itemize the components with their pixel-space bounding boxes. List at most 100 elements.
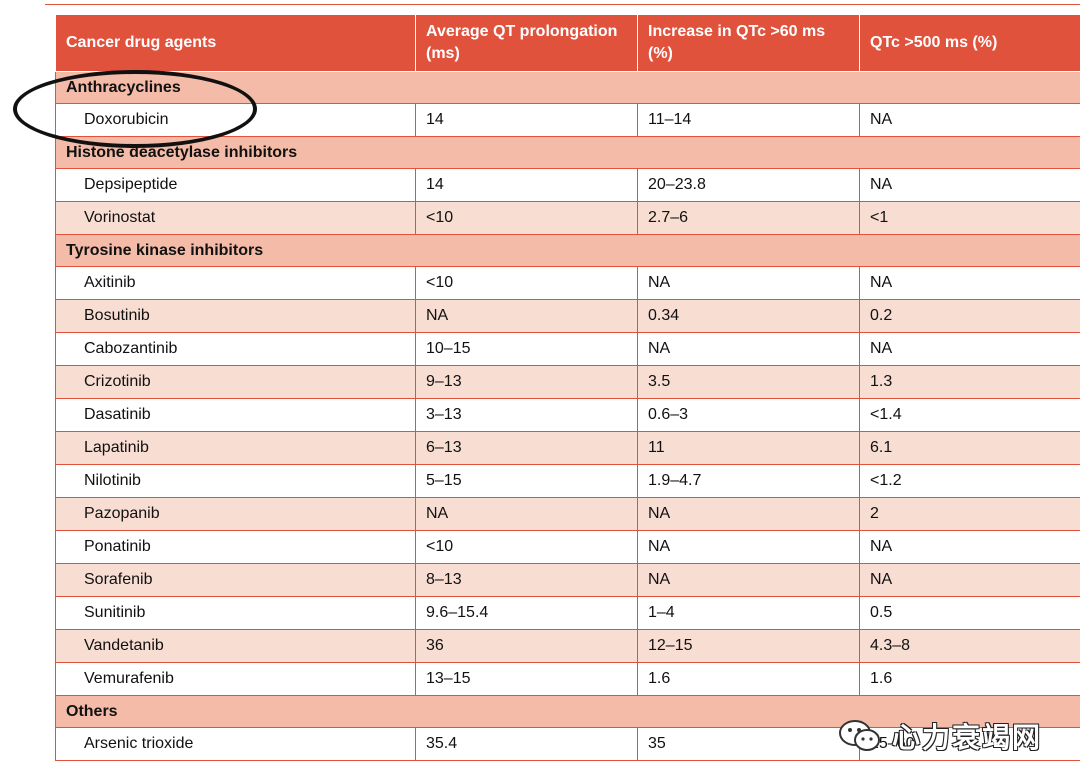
group-row: Others xyxy=(55,695,1080,728)
cell-qtc-500: <1.2 xyxy=(859,464,1080,498)
cell-qtc-500: 1.3 xyxy=(859,365,1080,399)
cell-drug: Sunitinib xyxy=(55,596,416,630)
qt-table-container: Cancer drug agents Average QT prolongati… xyxy=(55,14,1080,761)
cell-drug: Axitinib xyxy=(55,266,416,300)
watermark-text: 心力衰竭网 xyxy=(892,722,1043,753)
cell-drug: Nilotinib xyxy=(55,464,416,498)
cell-qtc-500: <1.4 xyxy=(859,398,1080,432)
cell-drug: Vemurafenib xyxy=(55,662,416,696)
cell-increase-qtc: NA xyxy=(637,497,860,531)
cell-avg-qt: 5–15 xyxy=(415,464,638,498)
group-row: Histone deacetylase inhibitors xyxy=(55,136,1080,169)
cell-qtc-500: 25–60 xyxy=(859,727,1080,761)
table-row: Vandetanib 36 12–15 4.3–8 xyxy=(55,629,1080,663)
cell-avg-qt: <10 xyxy=(415,530,638,564)
cell-avg-qt: 14 xyxy=(415,168,638,202)
group-row: Anthracyclines xyxy=(55,71,1080,104)
cell-increase-qtc: NA xyxy=(637,530,860,564)
cell-qtc-500: NA xyxy=(859,332,1080,366)
cell-increase-qtc: 0.6–3 xyxy=(637,398,860,432)
top-rule xyxy=(45,4,1080,5)
cell-qtc-500: NA xyxy=(859,530,1080,564)
cell-drug: Cabozantinib xyxy=(55,332,416,366)
cell-drug: Vandetanib xyxy=(55,629,416,663)
table-row: Cabozantinib 10–15 NA NA xyxy=(55,332,1080,366)
cell-qtc-500: 0.2 xyxy=(859,299,1080,333)
cell-increase-qtc: 1.9–4.7 xyxy=(637,464,860,498)
table-row: Dasatinib 3–13 0.6–3 <1.4 xyxy=(55,398,1080,432)
cell-avg-qt: 35.4 xyxy=(415,727,638,761)
table-row: Depsipeptide 14 20–23.8 NA xyxy=(55,168,1080,202)
table-row: Bosutinib NA 0.34 0.2 xyxy=(55,299,1080,333)
cell-qtc-500: NA xyxy=(859,266,1080,300)
cell-qtc-500: 1.6 xyxy=(859,662,1080,696)
cell-drug: Sorafenib xyxy=(55,563,416,597)
cell-avg-qt: 3–13 xyxy=(415,398,638,432)
cell-increase-qtc: NA xyxy=(637,332,860,366)
cell-drug: Pazopanib xyxy=(55,497,416,531)
cell-increase-qtc: 3.5 xyxy=(637,365,860,399)
cell-avg-qt: 36 xyxy=(415,629,638,663)
cell-qtc-500: NA xyxy=(859,168,1080,202)
cell-avg-qt: <10 xyxy=(415,201,638,235)
group-label: Others xyxy=(55,695,1080,728)
cell-avg-qt: NA xyxy=(415,497,638,531)
table-row: Lapatinib 6–13 11 6.1 xyxy=(55,431,1080,465)
group-label: Histone deacetylase inhibitors xyxy=(55,136,1080,169)
header-row: Cancer drug agents Average QT prolongati… xyxy=(55,14,1080,72)
cell-qtc-500: 4.3–8 xyxy=(859,629,1080,663)
cell-drug: Crizotinib xyxy=(55,365,416,399)
header-avg-qt: Average QT prolongation (ms) xyxy=(415,14,638,72)
cell-increase-qtc: 20–23.8 xyxy=(637,168,860,202)
qt-prolongation-table: Cancer drug agents Average QT prolongati… xyxy=(55,14,1080,761)
group-label: Anthracyclines xyxy=(55,71,1080,104)
cell-avg-qt: 14 xyxy=(415,103,638,137)
table-row: Sorafenib 8–13 NA NA xyxy=(55,563,1080,597)
cell-qtc-500: 2 xyxy=(859,497,1080,531)
cell-drug: Doxorubicin xyxy=(55,103,416,137)
cell-increase-qtc: 1.6 xyxy=(637,662,860,696)
header-increase-qtc: Increase in QTc >60 ms (%) xyxy=(637,14,860,72)
table-row: Doxorubicin 14 11–14 NA xyxy=(55,103,1080,137)
table-row: Axitinib <10 NA NA xyxy=(55,266,1080,300)
cell-avg-qt: 10–15 xyxy=(415,332,638,366)
cell-avg-qt: 13–15 xyxy=(415,662,638,696)
wechat-icon xyxy=(839,720,880,751)
cell-qtc-500: 0.5 xyxy=(859,596,1080,630)
cell-increase-qtc: 35 xyxy=(637,727,860,761)
group-row: Tyrosine kinase inhibitors xyxy=(55,234,1080,267)
header-drug-agents: Cancer drug agents xyxy=(55,14,416,72)
cell-qtc-500: NA xyxy=(859,563,1080,597)
cell-qtc-500: NA xyxy=(859,103,1080,137)
table-row: Pazopanib NA NA 2 xyxy=(55,497,1080,531)
table-row: Sunitinib 9.6–15.4 1–4 0.5 xyxy=(55,596,1080,630)
watermark: 心力衰竭网 xyxy=(838,716,1068,756)
cell-drug: Lapatinib xyxy=(55,431,416,465)
cell-drug: Bosutinib xyxy=(55,299,416,333)
cell-drug: Depsipeptide xyxy=(55,168,416,202)
cell-qtc-500: 6.1 xyxy=(859,431,1080,465)
cell-avg-qt: 9.6–15.4 xyxy=(415,596,638,630)
cell-avg-qt: 8–13 xyxy=(415,563,638,597)
cell-avg-qt: <10 xyxy=(415,266,638,300)
cell-increase-qtc: 1–4 xyxy=(637,596,860,630)
cell-avg-qt: 9–13 xyxy=(415,365,638,399)
header-qtc-500: QTc >500 ms (%) xyxy=(859,14,1080,72)
table-body: Anthracyclines Doxorubicin 14 11–14 NA Histon… xyxy=(55,71,1080,761)
cell-increase-qtc: 0.34 xyxy=(637,299,860,333)
table-row: Arsenic trioxide 35.4 35 25–60 xyxy=(55,727,1080,761)
cell-drug: Arsenic trioxide xyxy=(55,727,416,761)
cell-increase-qtc: 12–15 xyxy=(637,629,860,663)
table-row: Vorinostat <10 2.7–6 <1 xyxy=(55,201,1080,235)
cell-increase-qtc: 11–14 xyxy=(637,103,860,137)
table-row: Vemurafenib 13–15 1.6 1.6 xyxy=(55,662,1080,696)
cell-drug: Ponatinib xyxy=(55,530,416,564)
cell-increase-qtc: 2.7–6 xyxy=(637,201,860,235)
cell-increase-qtc: NA xyxy=(637,266,860,300)
cell-avg-qt: 6–13 xyxy=(415,431,638,465)
cell-drug: Vorinostat xyxy=(55,201,416,235)
cell-qtc-500: <1 xyxy=(859,201,1080,235)
cell-drug: Dasatinib xyxy=(55,398,416,432)
table-row: Crizotinib 9–13 3.5 1.3 xyxy=(55,365,1080,399)
group-label: Tyrosine kinase inhibitors xyxy=(55,234,1080,267)
